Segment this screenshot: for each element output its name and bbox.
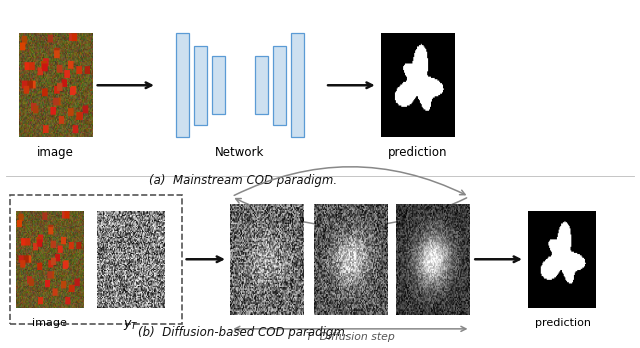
Text: T  Diffusion step: T Diffusion step	[306, 332, 395, 342]
Text: image: image	[33, 318, 67, 329]
Text: (b)  Diffusion-based COD paradigm.: (b) Diffusion-based COD paradigm.	[138, 326, 349, 339]
FancyBboxPatch shape	[273, 46, 286, 125]
FancyBboxPatch shape	[194, 46, 207, 125]
FancyBboxPatch shape	[176, 33, 189, 137]
Text: prediction: prediction	[535, 318, 591, 329]
FancyBboxPatch shape	[291, 33, 304, 137]
Text: $y_T$: $y_T$	[124, 318, 139, 332]
FancyBboxPatch shape	[255, 56, 268, 114]
Text: Network: Network	[215, 146, 265, 159]
Text: (a)  Mainstream COD paradigm.: (a) Mainstream COD paradigm.	[149, 174, 337, 187]
Text: prediction: prediction	[388, 146, 447, 159]
Text: image: image	[37, 146, 74, 159]
FancyBboxPatch shape	[212, 56, 225, 114]
